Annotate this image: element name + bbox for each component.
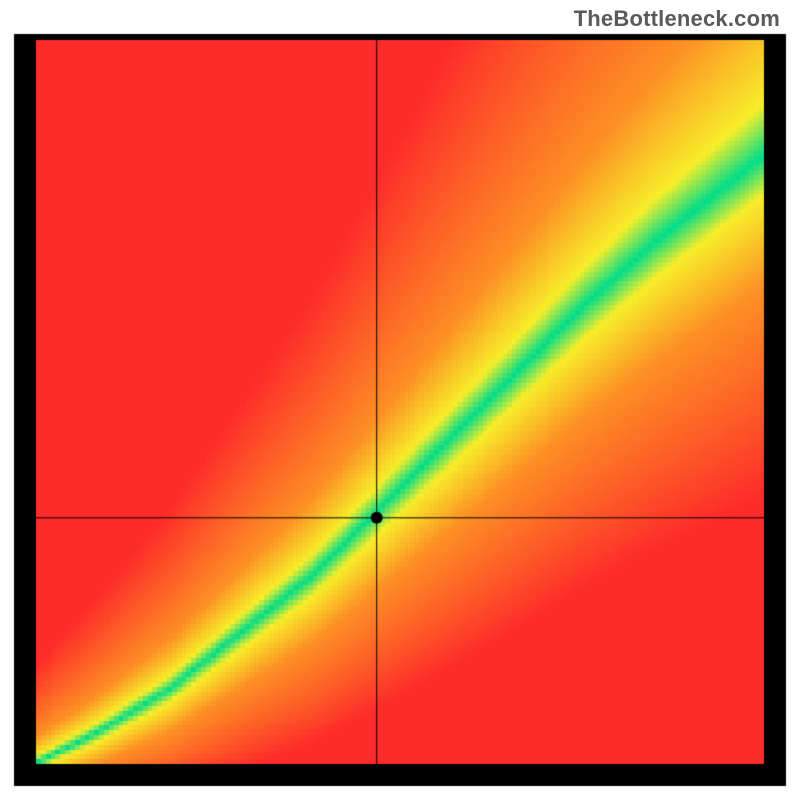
watermark-text: TheBottleneck.com <box>574 6 780 32</box>
bottleneck-heatmap <box>0 0 800 800</box>
